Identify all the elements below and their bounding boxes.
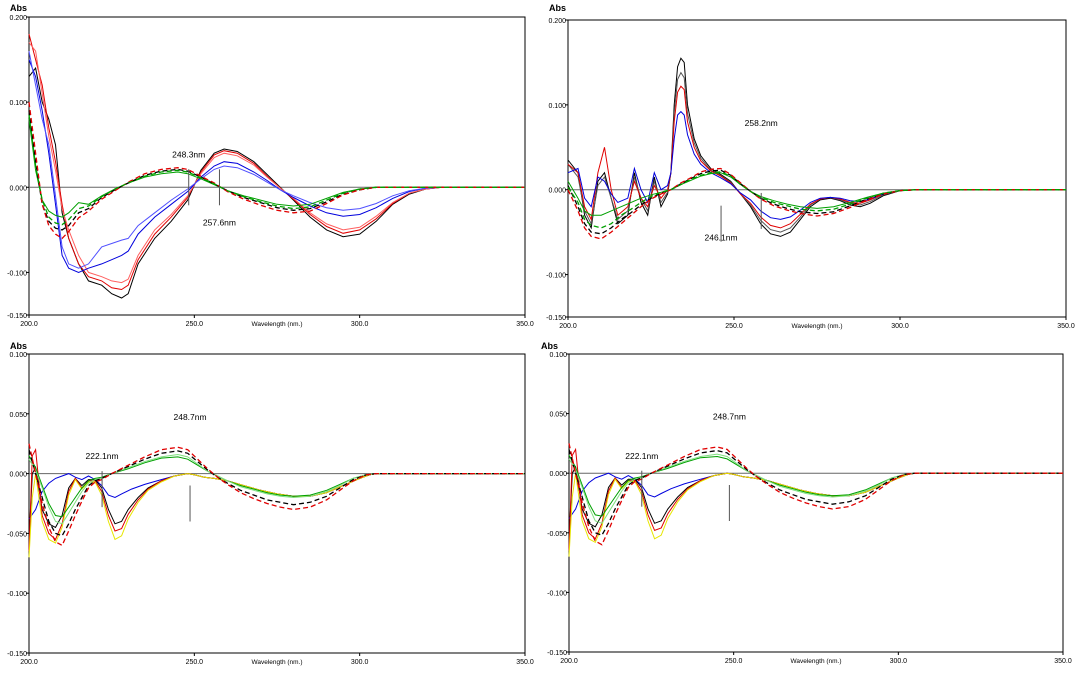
y-tick-label: -0.150 — [7, 313, 27, 320]
annotation-label: 248.7nm — [173, 412, 206, 422]
x-tick-label: 200.0 — [20, 659, 38, 666]
annotation-label: 258.2nm — [745, 118, 778, 128]
y-tick-label: 0.050 — [9, 412, 27, 419]
series-line — [567, 169, 1066, 235]
x-tick-label: 300.0 — [891, 323, 909, 330]
y-tick-label: -0.100 — [7, 270, 27, 277]
chart-panel-top-left: Abs 0.200 0.100 0.000 -0.100 -0.150 200.0 250.… — [0, 0, 541, 341]
y-tick-label: -0.100 — [547, 590, 567, 597]
y-tick-label: -0.150 — [547, 650, 567, 657]
series-line — [567, 110, 1066, 220]
series-line — [568, 449, 1063, 537]
series-line — [28, 33, 525, 291]
x-axis-label: Wavelength (nm.) — [251, 659, 302, 666]
series-line — [28, 66, 525, 299]
chart-panel-top-right: Abs 0.200 0.100 0.000 -0.100 -0.150 200.0 250.… — [541, 0, 1083, 341]
series-line — [28, 453, 525, 525]
series-line — [28, 119, 525, 218]
series-line — [568, 455, 1063, 517]
x-tick-label: 350.0 — [1057, 323, 1075, 330]
x-tick-label: 200.0 — [560, 658, 578, 665]
plot-frame — [28, 353, 526, 654]
series-line — [567, 167, 1066, 240]
y-axis-label: Abs — [10, 3, 28, 13]
series-line — [28, 42, 525, 284]
annotation-label: 248.7nm — [713, 412, 746, 422]
chart-panel-bottom-right: Abs 0.100 0.050 0.000 -0.050 -0.100 -0.150 200… — [541, 341, 1083, 683]
y-tick-label: 0.000 — [548, 188, 566, 195]
x-axis-label: Wavelength (nm.) — [790, 658, 841, 665]
x-tick-label: 350.0 — [516, 321, 534, 328]
y-tick-label: -0.100 — [546, 273, 566, 280]
annotation-label: 248.3nm — [172, 149, 205, 159]
y-tick-label: 0.000 — [9, 185, 27, 192]
annotation-label: 246.1nm — [705, 233, 738, 243]
series-line — [28, 110, 525, 231]
x-tick-label: 250.0 — [725, 323, 743, 330]
series-line — [568, 443, 1063, 546]
x-axis-label: Wavelength (nm.) — [791, 323, 842, 330]
plot-frame — [28, 16, 526, 316]
y-tick-label: -0.050 — [7, 531, 27, 538]
y-tick-label: 0.000 — [9, 472, 27, 479]
series-line — [28, 455, 525, 518]
y-tick-label: 0.100 — [9, 100, 27, 107]
annotation-label: 222.1nm — [86, 451, 119, 461]
y-tick-label: -0.050 — [547, 531, 567, 538]
x-tick-label: 250.0 — [725, 658, 743, 665]
y-tick-label: 0.050 — [549, 412, 567, 419]
x-tick-label: 200.0 — [20, 321, 38, 328]
x-tick-label: 300.0 — [351, 321, 369, 328]
series-line — [28, 59, 525, 273]
x-tick-label: 300.0 — [351, 659, 369, 666]
series-line — [568, 453, 1063, 524]
chart-panel-bottom-left: Abs 0.100 0.050 0.000 -0.050 -0.100 -0.150 200… — [0, 341, 541, 683]
plot-frame — [567, 19, 1067, 318]
series-line — [28, 114, 525, 226]
x-axis-label: Wavelength (nm.) — [251, 321, 302, 328]
x-tick-label: 350.0 — [516, 659, 534, 666]
y-tick-label: 0.100 — [549, 352, 567, 359]
x-tick-label: 350.0 — [1054, 658, 1072, 665]
plot-frame — [568, 353, 1064, 653]
y-tick-label: 0.100 — [9, 352, 27, 359]
x-tick-label: 200.0 — [559, 323, 577, 330]
y-tick-label: 0.000 — [549, 471, 567, 478]
series-line — [28, 449, 525, 537]
y-axis-label: Abs — [541, 341, 559, 351]
series-line — [567, 172, 1066, 216]
y-axis-label: Abs — [10, 341, 28, 351]
y-tick-label: 0.100 — [548, 103, 566, 110]
x-tick-label: 250.0 — [186, 659, 204, 666]
y-tick-label: -0.100 — [7, 591, 27, 598]
y-tick-label: 0.200 — [9, 15, 27, 22]
series-line — [567, 71, 1066, 233]
series-line — [28, 102, 525, 240]
annotation-label: 257.6nm — [203, 218, 236, 228]
y-axis-label: Abs — [549, 3, 567, 13]
x-tick-label: 300.0 — [890, 658, 908, 665]
series-line — [567, 171, 1066, 229]
annotation-label: 222.1nm — [625, 451, 658, 461]
y-tick-label: -0.150 — [546, 315, 566, 322]
series-line — [567, 57, 1066, 237]
series-line — [28, 443, 525, 547]
y-tick-label: 0.200 — [548, 18, 566, 25]
x-tick-label: 250.0 — [186, 321, 204, 328]
y-tick-label: -0.150 — [7, 651, 27, 658]
series-line — [567, 85, 1066, 229]
